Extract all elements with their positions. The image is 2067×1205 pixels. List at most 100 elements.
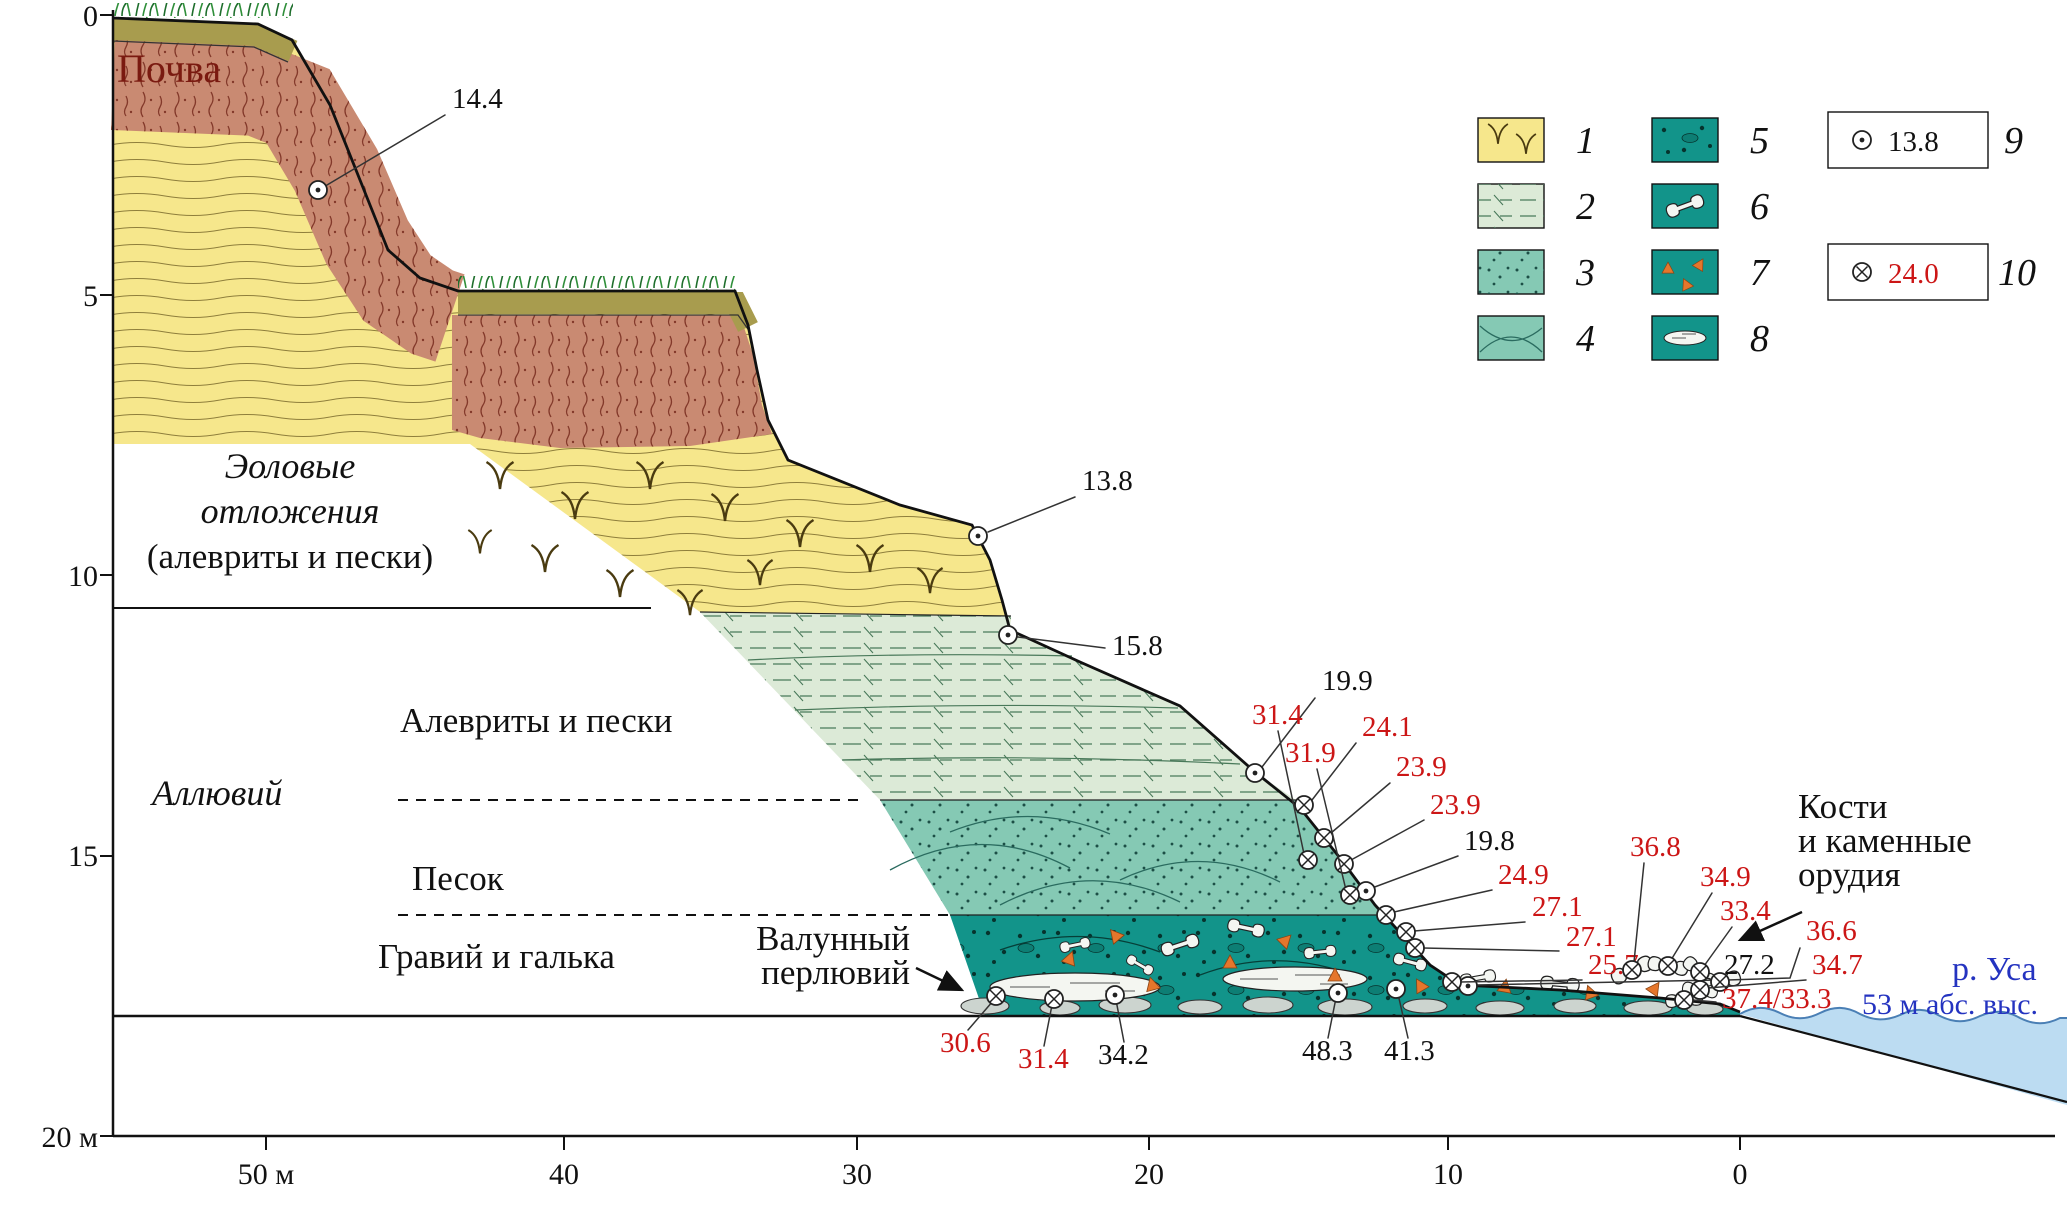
bones-label-line2: и каменные (1798, 821, 1972, 860)
date-label: 37.4/33.3 (1722, 983, 1832, 1015)
section-body (111, 3, 1743, 1018)
red-sample-point-icon (1442, 972, 1462, 992)
depth-ticks (100, 14, 113, 1137)
sample-point-icon (1105, 985, 1125, 1005)
date-label: 14.4 (452, 83, 503, 115)
distance-tick-label: 40 (549, 1158, 579, 1191)
legend-number: 1 (1576, 120, 1595, 162)
date-red-30-6: 30.6 (940, 986, 1006, 1059)
red-sample-point-icon (1294, 795, 1314, 815)
legend-red-date-sample: 24.0 (1888, 258, 1939, 290)
date-red-23-9b: 23.9 (1334, 789, 1481, 874)
red-sample-point-icon (1622, 960, 1642, 980)
legend-number: 10 (1998, 252, 2036, 294)
legend-number: 5 (1750, 120, 1769, 162)
distance-tick-marks (265, 1136, 1741, 1150)
alluvium-label: Аллювий (150, 773, 282, 813)
aeolian-label-line2: отложения (201, 491, 380, 531)
silt-sand-label: Алевриты и пески (400, 701, 672, 740)
date-label: 24.9 (1498, 859, 1549, 891)
legend-number: 2 (1576, 186, 1595, 228)
depth-tick-label: 20 м (42, 1121, 99, 1154)
date-black-34-2: 34.2 (1098, 985, 1149, 1071)
layer-boundaries (113, 607, 1740, 1018)
date-label: 31.4 (1252, 699, 1303, 731)
date-red-33-4: 33.4 (1690, 895, 1771, 982)
date-label: 31.4 (1018, 1043, 1069, 1075)
date-label: 27.2 (1724, 949, 1775, 981)
unit-labels: Почва Эоловые отложения (алевриты и песк… (117, 46, 2038, 1021)
legend-number: 7 (1750, 252, 1771, 294)
date-black-27-2: 27.2 (1458, 949, 1775, 996)
date-label: 13.8 (1082, 465, 1133, 497)
sample-point-icon (1852, 130, 1872, 150)
sample-point-icon (1245, 763, 1265, 783)
date-label: 41.3 (1384, 1035, 1435, 1067)
sample-point-icon (1386, 979, 1406, 999)
date-red-31-4-bottom: 31.4 (1018, 989, 1069, 1075)
date-red-31-4: 31.4 (1252, 699, 1318, 870)
river (1739, 1006, 2067, 1105)
perluvium-arrow (915, 966, 965, 992)
sample-point-icon (1328, 983, 1348, 1003)
depth-tick-label: 5 (83, 280, 98, 313)
date-label: 24.1 (1362, 711, 1413, 743)
date-red-34-7: 34.7 (1690, 949, 1863, 1000)
red-sample-point-icon (1044, 989, 1064, 1009)
date-black-19-8: 19.8 (1356, 825, 1515, 901)
date-red-24-9: 24.9 (1376, 859, 1549, 925)
distance-tick-label: 0 (1733, 1158, 1748, 1191)
soil-label: Почва (117, 46, 221, 91)
red-sample-point-icon (1658, 956, 1678, 976)
legend-swatch-crossbedded-sand (1477, 315, 1545, 361)
date-black-41-3: 41.3 (1384, 979, 1435, 1067)
date-label: 36.8 (1630, 831, 1681, 863)
red-sample-point-icon (1690, 962, 1710, 982)
date-label: 23.9 (1396, 751, 1447, 783)
date-label: 33.4 (1720, 895, 1771, 927)
date-label: 31.9 (1285, 737, 1336, 769)
date-black-14-4: 14.4 (308, 83, 503, 200)
sample-point-icon (1458, 976, 1478, 996)
legend-number: 4 (1576, 318, 1595, 360)
aeolian-label-line1: Эоловые (225, 446, 356, 486)
date-red-27-1b: 27.1 (1405, 921, 1617, 958)
bones-label-line3: орудия (1798, 855, 1900, 894)
date-label: 34.9 (1700, 861, 1751, 893)
river-water (1740, 1007, 2067, 1105)
riverbed-line (1739, 1014, 2067, 1104)
aeolian-label-line3: (алевриты и пески) (147, 537, 433, 576)
perluvium-label-line1: Валунный (756, 919, 910, 958)
legend-number: 6 (1750, 186, 1769, 228)
soil-unit (111, 38, 772, 448)
sand-label: Песок (412, 859, 505, 898)
date-label: 27.1 (1566, 921, 1617, 953)
silt-bedding-lines (747, 654, 1241, 765)
date-label: 30.6 (940, 1027, 991, 1059)
river-name-label: р. Уса (1952, 951, 2037, 988)
date-black-13-8: 13.8 (968, 465, 1133, 546)
depth-tick-label: 15 (68, 840, 98, 873)
date-red-23-9a: 23.9 (1314, 751, 1447, 848)
red-sample-point-icon (1690, 980, 1710, 1000)
date-black-48-3: 48.3 (1302, 983, 1353, 1067)
legend: 1 2 3 4 5 6 7 8 (1477, 111, 2036, 361)
red-sample-point-icon (1298, 850, 1318, 870)
date-red-27-1a: 27.1 (1396, 891, 1583, 942)
date-label: 34.2 (1098, 1039, 1149, 1071)
red-sample-point-icon (1340, 885, 1360, 905)
legend-number: 8 (1750, 318, 1769, 360)
legend-number: 3 (1575, 252, 1595, 294)
distance-tick-label: 20 (1134, 1158, 1164, 1191)
sample-point-icon (998, 625, 1018, 645)
red-sample-point-icon (1376, 905, 1396, 925)
date-red-34-9: 34.9 (1658, 861, 1751, 976)
sample-point-icon (308, 180, 328, 200)
date-red-24-1: 24.1 (1294, 711, 1413, 815)
red-sample-point-icon (986, 986, 1006, 1006)
sample-point-icon (968, 526, 988, 546)
date-label: 19.9 (1322, 665, 1373, 697)
date-red-31-9: 31.9 (1285, 737, 1360, 905)
date-label: 36.6 (1806, 915, 1857, 947)
